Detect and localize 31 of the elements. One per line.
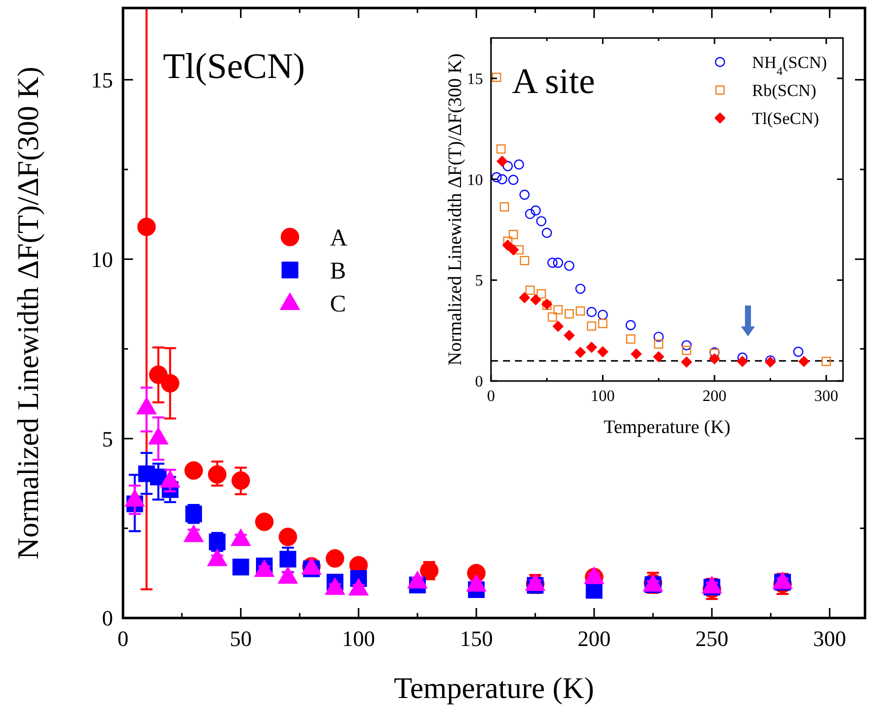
legend-label: Rb(SCN) [752, 80, 816, 100]
x-axis-title: Temperature (K) [394, 672, 594, 705]
x-tick-label: 300 [813, 626, 846, 651]
y-tick-label: 10 [91, 246, 113, 272]
y-axis-title: Normalized Linewidth ΔF(T)/ΔF(300 K) [12, 66, 45, 560]
x-tick-label: 300 [814, 388, 838, 405]
y-tick-label: 15 [467, 70, 483, 88]
text: A site [512, 61, 596, 101]
legend-label: B [330, 258, 346, 284]
x-tick-label: 200 [578, 626, 611, 651]
y-tick-label: 10 [467, 172, 483, 189]
y-tick-label: 5 [475, 272, 483, 290]
legend-label: NH$_{4}$(SCN) [752, 52, 827, 78]
x-tick-label: 150 [460, 626, 493, 651]
y-axis-title: Normalized Linewidth ΔF(T)/ΔF(300 K) [445, 53, 466, 366]
x-axis-title: Temperature (K) [604, 417, 730, 438]
x-tick-label: 100 [342, 626, 376, 651]
y-tick-label: 5 [102, 426, 113, 452]
y-tick-label: 15 [91, 67, 113, 92]
y-tick-label: 0 [475, 374, 483, 391]
y-tick-label: 0 [102, 606, 113, 631]
x-tick-label: 250 [695, 626, 728, 651]
legend-label: Tl(SeCN) [752, 108, 820, 128]
legend-label: C [330, 291, 346, 318]
legend-label: A [330, 225, 348, 252]
x-tick-label: 50 [230, 626, 252, 651]
x-tick-label: 0 [118, 626, 128, 651]
x-tick-label: 0 [487, 388, 495, 405]
x-tick-label: 200 [702, 388, 726, 405]
text: Tl(SeCN) [163, 46, 305, 86]
x-tick-label: 100 [590, 388, 615, 405]
